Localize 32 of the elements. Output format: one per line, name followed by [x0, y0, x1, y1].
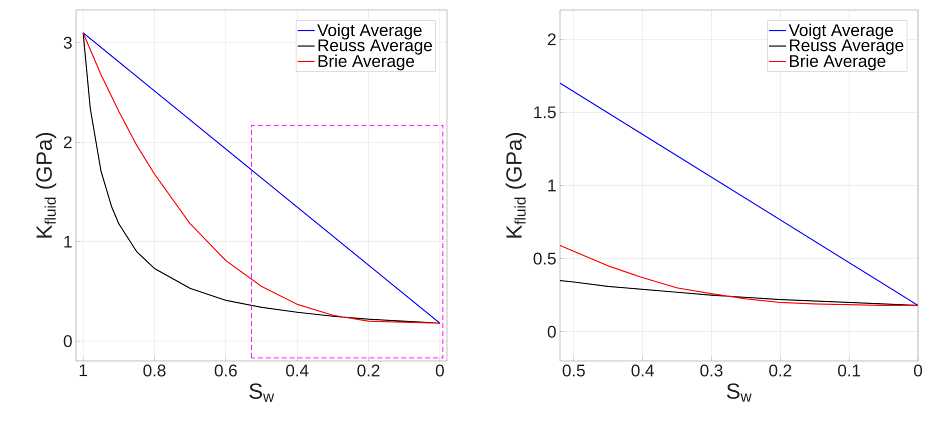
legend-label: Brie Average — [318, 54, 414, 70]
line-series — [559, 244, 919, 306]
legend-label: Voigt Average — [317, 24, 422, 40]
x-tick-label: 0.4 — [632, 364, 654, 377]
y-tick-label: 0 — [64, 335, 72, 348]
x-tick-label: 0.4 — [286, 364, 308, 377]
x-tick-label: 0.2 — [769, 364, 792, 377]
x-tick-label: 0.1 — [838, 364, 860, 377]
x-tick-label: 0 — [436, 364, 444, 377]
y-tick-label: 0.5 — [534, 252, 556, 265]
x-tick-label: 0.2 — [357, 364, 380, 377]
x-tick-label: 0.5 — [562, 364, 585, 377]
y-tick-label: 1 — [64, 236, 72, 248]
y-tick-label: 2 — [64, 136, 72, 148]
legend-label: Reuss Average — [790, 39, 904, 55]
legend-label: Voigt Average — [788, 24, 893, 40]
x-tick-label: 1 — [80, 364, 88, 376]
y-tick-label: 3 — [64, 36, 72, 49]
x-axis-title: S$_{w}$ — [249, 383, 274, 402]
y-tick-label: 1.5 — [534, 106, 556, 118]
y-axis-title: K$_{fluid}$ (GPa) — [506, 132, 526, 238]
y-tick-label: 2 — [548, 33, 556, 46]
legend-label: Reuss Average — [318, 39, 432, 55]
y-tick-label: 0 — [548, 326, 556, 338]
x-tick-label: 0.3 — [700, 364, 722, 377]
x-axis-title: S$_{w}$ — [726, 383, 752, 402]
y-axis-title: K$_{fluid}$ (GPa) — [36, 132, 56, 238]
x-tick-label: 0.6 — [214, 364, 237, 377]
x-tick-label: 0.8 — [143, 364, 166, 377]
x-tick-label: 0 — [914, 364, 922, 377]
legend-label: Brie Average — [790, 54, 886, 70]
y-tick-label: 1 — [548, 180, 556, 192]
